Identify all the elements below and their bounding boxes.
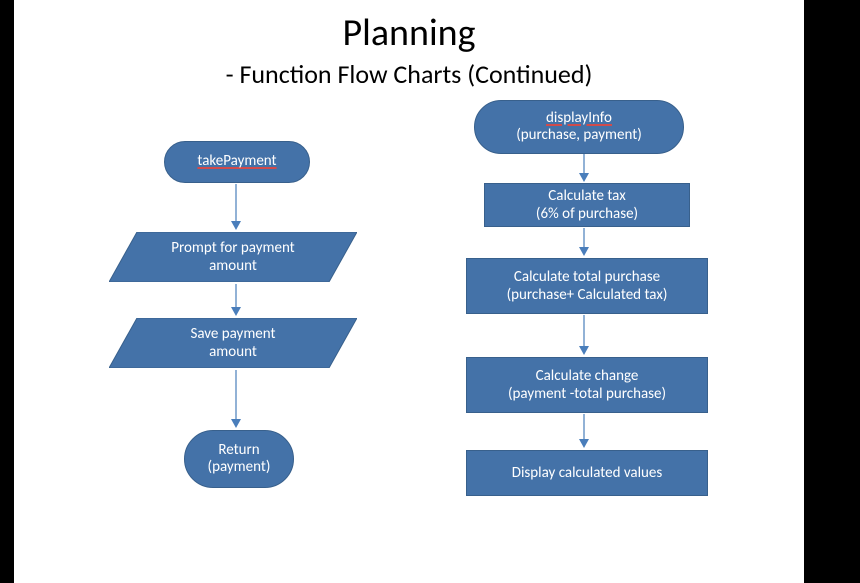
flow-node: Save paymentamount [109, 318, 357, 368]
flow-node: Display calculated values [466, 450, 708, 496]
flow-arrow [578, 315, 590, 355]
diagram-canvas: takePayment Prompt for paymentamount Save … [14, 0, 804, 583]
flow-arrow [578, 228, 590, 256]
flow-node: takePayment [164, 141, 310, 183]
slide: Planning - Function Flow Charts (Continu… [14, 0, 804, 583]
flow-node: Calculate tax(6% of purchase) [484, 183, 690, 227]
flow-arrow [578, 154, 590, 182]
flow-node: Calculate change(payment -total purchase… [466, 357, 708, 413]
flow-node: displayInfo(purchase, payment) [474, 100, 684, 154]
flow-node: Calculate total purchase(purchase+ Calcu… [466, 258, 708, 314]
flow-arrow [230, 370, 242, 428]
flow-arrow [230, 284, 242, 316]
flow-node: Prompt for paymentamount [109, 232, 357, 282]
flow-arrow [578, 414, 590, 448]
flow-arrow [230, 184, 242, 230]
flow-node: Return(payment) [184, 430, 294, 488]
